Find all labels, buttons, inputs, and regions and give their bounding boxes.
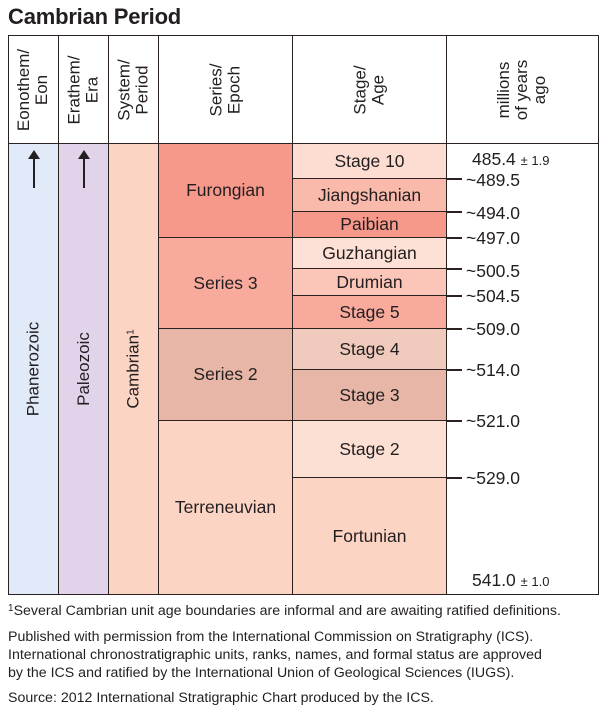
age-bottom: 541.0 ± 1.0 — [472, 570, 550, 591]
header-stage-line2: Age — [368, 74, 388, 105]
epoch-terreneuvian: Terreneuvian — [158, 420, 293, 595]
footnote-mark: 1 — [125, 329, 137, 335]
epoch-label: Series 2 — [193, 364, 258, 384]
header-mya-line2: of years — [512, 59, 532, 120]
header-mya-line1: millions — [494, 61, 514, 118]
age-boundary: ~514.0 — [466, 360, 521, 380]
stage-label: Stage 5 — [339, 301, 400, 322]
stage-label: Guzhangian — [322, 242, 417, 263]
stage-guzhangian: Guzhangian — [292, 237, 447, 269]
source-text: Source: 2012 International Stratigraphic… — [8, 690, 434, 706]
era-label: Paleozoic — [73, 332, 93, 406]
epoch-label: Terreneuvian — [174, 497, 277, 517]
age-error: ± 1.0 — [520, 574, 550, 589]
footnote: 1Several Cambrian unit age boundaries ar… — [8, 602, 561, 620]
header-stage: Stage/Age — [292, 35, 447, 144]
arrow-up-icon — [27, 150, 40, 188]
ages-column — [446, 143, 599, 595]
arrow-up-icon — [77, 150, 90, 188]
permission-line: International chronostratigraphic units,… — [8, 647, 542, 663]
epoch-furongian: Furongian — [158, 143, 293, 238]
stage-label: Stage 2 — [339, 438, 400, 459]
age-boundary: ~521.0 — [466, 411, 521, 431]
eon-phanerozoic: Phanerozoic — [8, 143, 59, 595]
stage-10: Stage 10 — [292, 143, 447, 179]
age-boundary: ~504.5 — [466, 286, 521, 306]
stage-fortunian: Fortunian — [292, 477, 447, 595]
age-boundary: ~500.5 — [466, 261, 521, 281]
epoch-label: Furongian — [186, 180, 265, 200]
permission-line: by the ICS and ratified by the Internati… — [8, 665, 515, 681]
boundary-tick — [446, 477, 462, 479]
age-boundary: ~509.0 — [466, 319, 521, 339]
header-era: Erathem/Era — [58, 35, 109, 144]
page-title: Cambrian Period — [8, 4, 182, 29]
stage-label: Stage 3 — [339, 384, 400, 405]
header-period-line1: System/ — [114, 58, 134, 121]
epoch-series-2: Series 2 — [158, 328, 293, 421]
epoch-series-3: Series 3 — [158, 237, 293, 329]
age-boundary: ~494.0 — [466, 203, 521, 223]
stage-label: Stage 10 — [334, 150, 405, 171]
stage-2: Stage 2 — [292, 420, 447, 478]
period-cambrian: Cambrian1 — [108, 143, 159, 595]
header-epoch: Series/Epoch — [158, 35, 293, 144]
age-top: 485.4 ± 1.9 — [472, 149, 550, 170]
header-stage-line1: Stage/ — [350, 64, 370, 115]
stage-jiangshanian: Jiangshanian — [292, 178, 447, 212]
footnote-mark: 1 — [8, 603, 14, 614]
stage-3: Stage 3 — [292, 369, 447, 421]
header-eon-line2: Eon — [32, 74, 52, 105]
stage-label: Fortunian — [332, 525, 407, 546]
era-paleozoic: Paleozoic — [58, 143, 109, 595]
permission-text: Published with permission from the Inter… — [8, 628, 542, 682]
stage-label: Drumian — [336, 271, 403, 292]
boundary-tick — [446, 268, 462, 270]
header-period-line2: Period — [132, 64, 152, 115]
boundary-tick — [446, 295, 462, 297]
age-value: 541.0 — [472, 570, 516, 590]
stage-4: Stage 4 — [292, 328, 447, 370]
boundary-tick — [446, 211, 462, 213]
boundary-tick — [446, 420, 462, 422]
header-eon: Eonothem/Eon — [8, 35, 59, 144]
permission-line: Published with permission from the Inter… — [8, 629, 534, 645]
age-boundary: ~529.0 — [466, 468, 521, 488]
boundary-tick — [446, 178, 462, 180]
age-error: ± 1.9 — [520, 153, 550, 168]
stratigraphic-chart: Eonothem/Eon Erathem/Era System/Period S… — [8, 35, 599, 595]
age-boundary: ~489.5 — [466, 170, 521, 190]
header-era-line1: Erathem/ — [64, 55, 84, 124]
stage-drumian: Drumian — [292, 268, 447, 296]
header-epoch-line2: Epoch — [224, 65, 244, 114]
age-value: 485.4 — [472, 149, 516, 169]
stage-label: Stage 4 — [339, 338, 400, 359]
header-mya-line3: ago — [530, 75, 550, 104]
header-mya: millions of years ago — [446, 35, 599, 144]
epoch-label: Series 3 — [193, 272, 258, 293]
header-period: System/Period — [108, 35, 159, 144]
eon-label: Phanerozoic — [23, 321, 43, 417]
header-era-line2: Era — [82, 76, 102, 103]
boundary-tick — [446, 237, 462, 239]
stage-label: Jiangshanian — [317, 184, 422, 205]
footnote-text: Several Cambrian unit age boundaries are… — [13, 603, 561, 619]
header-eon-line1: Eonothem/ — [14, 48, 34, 131]
boundary-tick — [446, 328, 462, 330]
header-epoch-line1: Series/ — [206, 63, 226, 116]
age-boundary: ~497.0 — [466, 228, 521, 248]
stage-5: Stage 5 — [292, 295, 447, 329]
stage-paibian: Paibian — [292, 211, 447, 238]
stage-label: Paibian — [340, 214, 399, 234]
boundary-tick — [446, 369, 462, 371]
period-label: Cambrian — [123, 334, 143, 409]
